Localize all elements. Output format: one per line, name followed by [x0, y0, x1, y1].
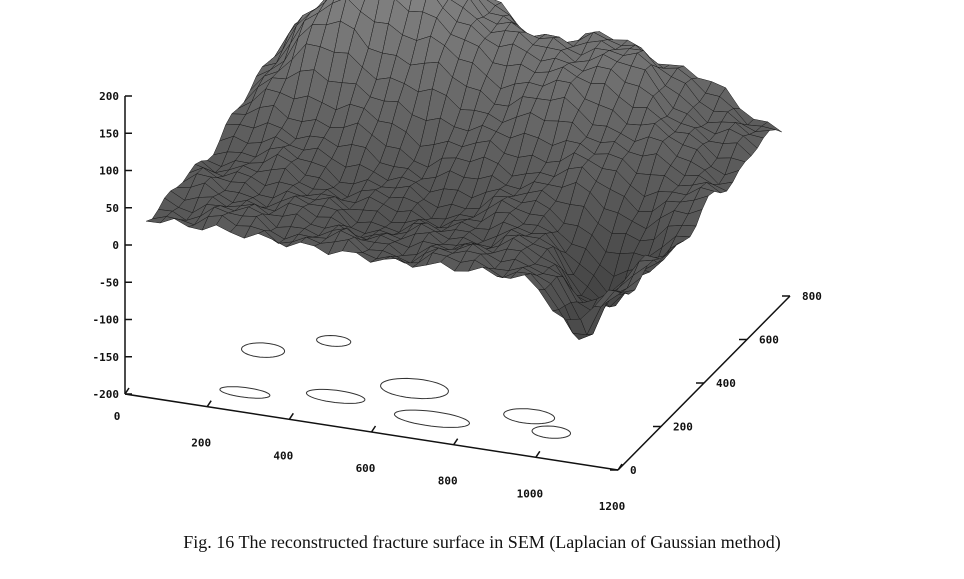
y-tick-label: 400	[716, 377, 736, 390]
contour-line	[393, 409, 471, 428]
x-axis-ticks: 0 200 400 600 800 1000 1200	[114, 387, 626, 513]
x-tick-label: 1000	[517, 487, 544, 500]
x-tick-label: 200	[191, 437, 211, 450]
contour-line	[503, 408, 556, 425]
y-axis-ticks: 0 200 400 600 800	[610, 290, 822, 477]
contour-line	[316, 334, 352, 347]
surface-mesh	[146, 0, 782, 341]
z-tick-label: 150	[99, 127, 119, 140]
x-tick-mark	[453, 438, 459, 446]
z-tick-label: 200	[99, 90, 119, 103]
contour-line	[531, 425, 572, 439]
x-tick-mark	[617, 463, 623, 471]
y-tick-label: 800	[802, 290, 822, 303]
z-tick-label: -200	[93, 388, 120, 401]
y-tick-label: 0	[630, 464, 637, 477]
x-tick-label: 600	[356, 462, 376, 475]
x-tick-mark	[124, 387, 130, 395]
contour-line	[305, 388, 366, 404]
x-tick-label: 0	[114, 410, 121, 423]
x-tick-mark	[535, 450, 541, 458]
figure-caption: Fig. 16 The reconstructed fracture surfa…	[183, 532, 781, 552]
contour-line	[219, 386, 271, 399]
floor-contours	[219, 334, 572, 439]
y-tick-label: 600	[759, 334, 779, 347]
y-tick-label: 200	[673, 421, 693, 434]
x-tick-mark	[206, 400, 212, 408]
x-tick-label: 400	[273, 449, 293, 462]
z-tick-label: -150	[93, 351, 120, 364]
x-tick-label: 800	[438, 475, 458, 488]
z-tick-label: 0	[112, 239, 119, 252]
z-tick-label: -50	[99, 276, 119, 289]
contour-line	[240, 342, 286, 358]
z-tick-label: -100	[93, 314, 120, 327]
x-tick-label: 1200	[599, 500, 626, 513]
z-tick-label: 100	[99, 165, 119, 178]
z-axis-ticks: 200 150 100 50 0 -50 -100 -150 -200	[93, 90, 132, 401]
x-tick-mark	[288, 412, 294, 420]
z-tick-label: 50	[106, 202, 119, 215]
surface-cell	[608, 289, 629, 295]
x-tick-mark	[370, 425, 377, 433]
contour-line	[380, 377, 449, 400]
